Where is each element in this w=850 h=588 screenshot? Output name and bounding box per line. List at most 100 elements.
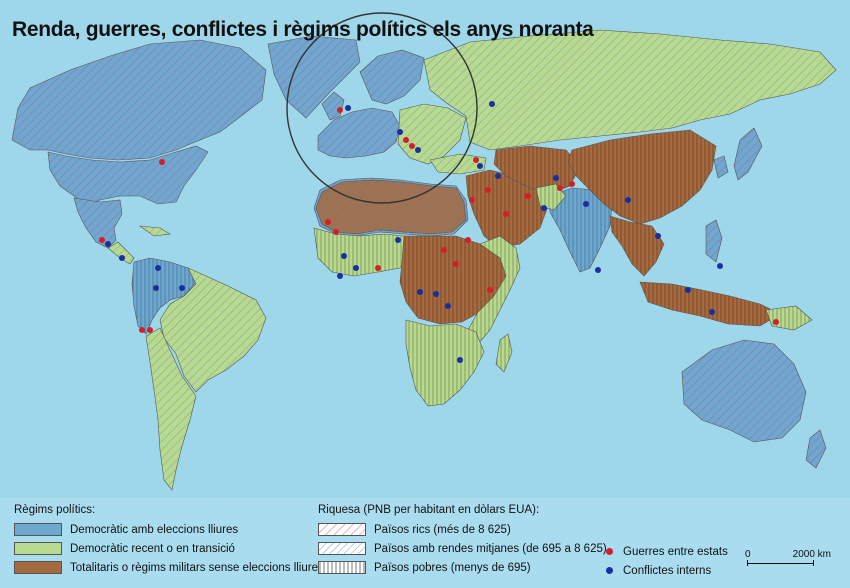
conflict-marker: [583, 201, 589, 207]
war-marker: [503, 211, 509, 217]
region-scandinavia: [359, 49, 425, 105]
region-caribbean: [138, 225, 171, 237]
region-south-america-south: [145, 327, 197, 491]
legend-events: Guerres entre estats Conflictes interns: [606, 542, 728, 580]
swatch-democratic: [14, 523, 62, 536]
scale-tick-right: [813, 560, 814, 566]
map-title: Renda, guerres, conflictes i règims polí…: [12, 18, 594, 41]
legend-item-medium: Països amb rendes mitjanes (de 695 a 8 6…: [318, 539, 607, 558]
region-western-europe: [317, 107, 401, 159]
conflict-marker: [495, 173, 501, 179]
conflict-marker: [489, 101, 495, 107]
war-markers: [99, 107, 779, 333]
scale-line: [747, 563, 813, 564]
conflict-marker: [153, 285, 159, 291]
war-marker: [473, 157, 479, 163]
conflict-marker: [179, 285, 185, 291]
war-marker: [99, 237, 105, 243]
war-marker: [773, 319, 779, 325]
conflict-marker: [415, 147, 421, 153]
region-greenland: [267, 35, 361, 119]
legend-label: Països amb rendes mitjanes (de 695 a 8 6…: [374, 542, 607, 555]
region-brazil: [159, 267, 267, 393]
war-marker: [139, 327, 145, 333]
legend-item-poor: Països pobres (menys de 695): [318, 558, 607, 577]
legend-regimes: Règims polítics: Democràtic amb eleccion…: [14, 504, 324, 577]
swatch-transition: [14, 542, 62, 555]
region-madagascar: [495, 333, 513, 373]
europe-inset-circle: [286, 12, 478, 204]
region-north-africa-regime: [315, 179, 467, 235]
conflict-marker: [477, 163, 483, 169]
region-southern-africa: [405, 319, 485, 407]
region-china: [567, 129, 717, 225]
region-eastern-europe: [397, 103, 467, 165]
conflict-marker: [119, 255, 125, 261]
region-mexico: [73, 197, 123, 249]
war-dot-icon: [606, 548, 613, 555]
conflict-marker: [341, 253, 347, 259]
conflict-marker: [395, 237, 401, 243]
war-marker: [403, 137, 409, 143]
war-marker: [557, 185, 563, 191]
war-marker: [465, 237, 471, 243]
legend-wealth: Riquesa (PNB per habitant en dòlars EUA)…: [318, 504, 607, 577]
legend-label: Països pobres (menys de 695): [374, 561, 531, 574]
conflict-marker: [353, 265, 359, 271]
legend-label: Democràtic amb eleccions lliures: [70, 523, 239, 536]
conflict-marker: [337, 273, 343, 279]
conflict-marker: [553, 175, 559, 181]
region-north-america-north: [11, 39, 267, 161]
legend-item-transition: Democràtic recent o en transició: [14, 539, 324, 558]
conflict-marker: [541, 205, 547, 211]
war-marker: [569, 181, 575, 187]
region-australia: [681, 339, 807, 443]
legend-label: Totalitaris o règims militars sense elec…: [70, 561, 324, 574]
region-southeast-asia: [609, 215, 665, 277]
legend-label: Conflictes interns: [623, 564, 712, 577]
conflict-marker: [625, 197, 631, 203]
swatch-medium: [318, 542, 366, 555]
region-philippines: [705, 219, 723, 263]
war-marker: [453, 261, 459, 267]
conflict-marker: [709, 309, 715, 315]
war-marker: [337, 107, 343, 113]
scale-bar: 0 2000 km: [745, 549, 831, 569]
conflict-dot-icon: [606, 567, 613, 574]
region-new-zealand: [805, 429, 827, 469]
legend-item-totalitarian: Totalitaris o règims militars sense elec…: [14, 558, 324, 577]
legend-item-wars: Guerres entre estats: [606, 542, 728, 561]
conflict-marker: [655, 233, 661, 239]
conflict-marker: [433, 291, 439, 297]
legend-label: Països rics (més de 8 625): [374, 523, 511, 536]
war-marker: [525, 193, 531, 199]
conflict-marker: [345, 105, 351, 111]
scale-min: 0: [745, 549, 751, 560]
legend-panel: [0, 498, 850, 588]
scale-max: 2000 km: [792, 549, 831, 560]
conflict-marker: [105, 241, 111, 247]
legend-wealth-heading: Riquesa (PNB per habitant en dòlars EUA)…: [318, 504, 540, 516]
conflict-marker: [717, 263, 723, 269]
region-korea: [713, 155, 729, 179]
legend-item-rich: Països rics (més de 8 625): [318, 520, 607, 539]
legend-regimes-heading: Règims polítics:: [14, 504, 96, 516]
war-marker: [469, 197, 475, 203]
conflict-markers: [105, 101, 723, 363]
war-marker: [487, 287, 493, 293]
conflict-marker: [685, 287, 691, 293]
conflict-marker: [397, 129, 403, 135]
war-marker: [375, 265, 381, 271]
swatch-totalitarian: [14, 561, 62, 574]
war-marker: [485, 187, 491, 193]
swatch-rich: [318, 523, 366, 536]
region-east-africa: [467, 235, 521, 345]
war-marker: [325, 219, 331, 225]
war-marker: [409, 143, 415, 149]
war-marker: [441, 247, 447, 253]
conflict-marker: [417, 289, 423, 295]
conflict-marker: [595, 267, 601, 273]
legend-item-democratic: Democràtic amb eleccions lliures: [14, 520, 324, 539]
swatch-poor: [318, 561, 366, 574]
